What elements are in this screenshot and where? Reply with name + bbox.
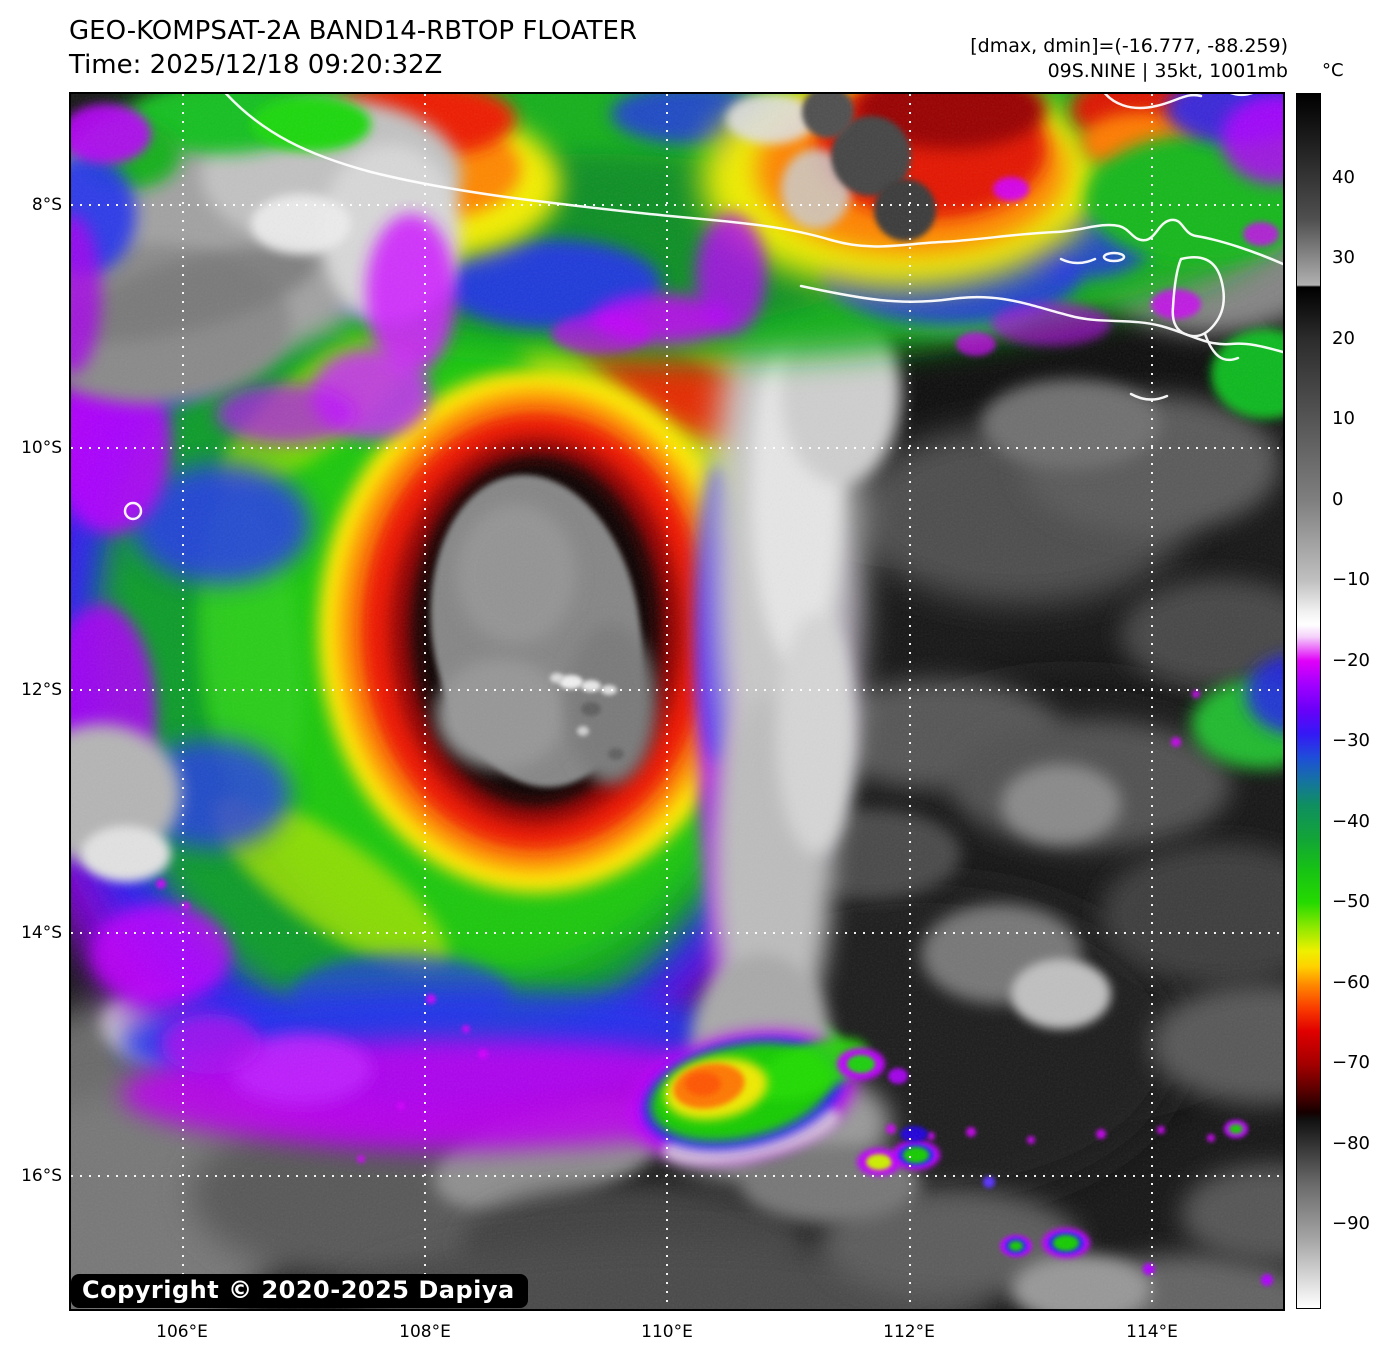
lat-tick: 14°S xyxy=(21,923,62,943)
colorbar-tick: 0 xyxy=(1332,489,1344,510)
colorbar-unit-label: °C xyxy=(1322,60,1344,81)
colorbar-tick: −70 xyxy=(1332,1052,1370,1073)
colorbar xyxy=(1296,93,1321,1309)
storm-status: 09S.NINE | 35kt, 1001mb xyxy=(1047,60,1288,82)
lon-tick: 106°E xyxy=(156,1322,208,1342)
satellite-map: Copyright © 2020-2025 Dapiya xyxy=(69,92,1285,1311)
lat-tick: 12°S xyxy=(21,680,62,700)
copyright-badge: Copyright © 2020-2025 Dapiya xyxy=(71,1274,528,1308)
colorbar-tick: 10 xyxy=(1332,408,1355,429)
colorbar-tick: −20 xyxy=(1332,650,1370,671)
lat-tick: 8°S xyxy=(31,195,62,215)
colorbar-tick: 40 xyxy=(1332,167,1355,188)
lon-tick: 112°E xyxy=(883,1322,935,1342)
colorbar-tick: −40 xyxy=(1332,811,1370,832)
colorbar-tick: −50 xyxy=(1332,891,1370,912)
annotation-block: [dmax, dmin]=(-16.777, -88.259) 09S.NINE… xyxy=(970,34,1288,84)
page-title: GEO-KOMPSAT-2A BAND14-RBTOP FLOATER xyxy=(69,16,637,46)
colorbar-tick-labels: 40 30 20 10 0 −10 −20 −30 −40 −50 −60 −7… xyxy=(1332,93,1388,1309)
colorbar-tick: 20 xyxy=(1332,328,1355,349)
lon-tick: 110°E xyxy=(641,1322,693,1342)
satellite-image xyxy=(71,94,1283,1309)
lat-tick: 16°S xyxy=(21,1166,62,1186)
title-block: GEO-KOMPSAT-2A BAND14-RBTOP FLOATER Time… xyxy=(69,14,637,82)
colorbar-tick: −10 xyxy=(1332,569,1370,590)
colorbar-tick: −60 xyxy=(1332,972,1370,993)
lon-tick: 114°E xyxy=(1126,1322,1178,1342)
colorbar-tick: −80 xyxy=(1332,1133,1370,1154)
gridlines xyxy=(71,94,1283,1309)
lat-tick: 10°S xyxy=(21,438,62,458)
island-outline xyxy=(123,501,143,521)
colorbar-tick: −90 xyxy=(1332,1213,1370,1234)
colorbar-tick: 30 xyxy=(1332,247,1355,268)
lon-tick: 108°E xyxy=(399,1322,451,1342)
timestamp: Time: 2025/12/18 09:20:32Z xyxy=(69,50,443,80)
latitude-axis: 8°S 10°S 12°S 14°S 16°S xyxy=(0,92,62,1307)
colorbar-tick: −30 xyxy=(1332,730,1370,751)
noise-texture xyxy=(71,94,1283,1309)
longitude-axis: 106°E 108°E 110°E 112°E 114°E xyxy=(0,1320,1388,1350)
dmax-dmin-readout: [dmax, dmin]=(-16.777, -88.259) xyxy=(970,35,1288,57)
